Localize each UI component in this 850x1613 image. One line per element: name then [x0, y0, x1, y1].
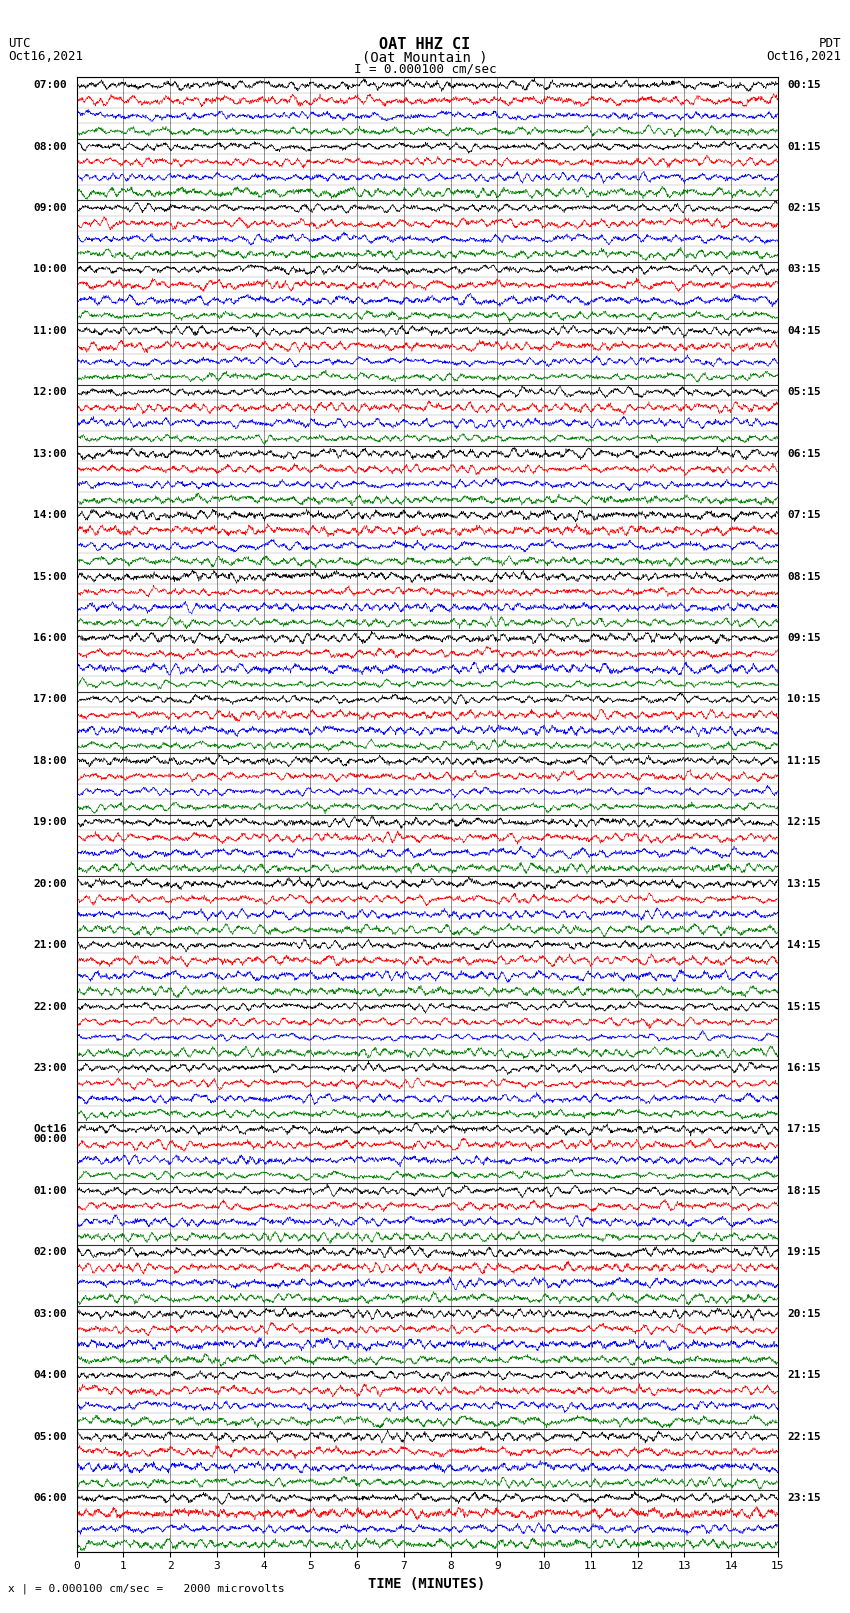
Text: 04:15: 04:15 — [787, 326, 821, 336]
Text: 20:00: 20:00 — [33, 879, 67, 889]
Text: 10:00: 10:00 — [33, 265, 67, 274]
Text: 20:15: 20:15 — [787, 1308, 821, 1319]
Text: 21:00: 21:00 — [33, 940, 67, 950]
Text: 10:15: 10:15 — [787, 694, 821, 705]
Text: 14:15: 14:15 — [787, 940, 821, 950]
Text: 18:00: 18:00 — [33, 756, 67, 766]
Text: 00:00: 00:00 — [33, 1134, 67, 1144]
Text: 06:00: 06:00 — [33, 1494, 67, 1503]
Text: 16:15: 16:15 — [787, 1063, 821, 1073]
Text: 19:00: 19:00 — [33, 818, 67, 827]
X-axis label: TIME (MINUTES): TIME (MINUTES) — [369, 1578, 485, 1590]
Text: 13:00: 13:00 — [33, 448, 67, 458]
Text: 07:00: 07:00 — [33, 81, 67, 90]
Text: Oct16: Oct16 — [33, 1124, 67, 1134]
Text: 17:00: 17:00 — [33, 694, 67, 705]
Text: 16:00: 16:00 — [33, 632, 67, 644]
Text: 05:00: 05:00 — [33, 1431, 67, 1442]
Text: Oct16,2021: Oct16,2021 — [767, 50, 842, 63]
Text: 14:00: 14:00 — [33, 510, 67, 519]
Text: 15:15: 15:15 — [787, 1002, 821, 1011]
Text: 09:00: 09:00 — [33, 203, 67, 213]
Text: 04:00: 04:00 — [33, 1369, 67, 1381]
Text: 09:15: 09:15 — [787, 632, 821, 644]
Text: Oct16,2021: Oct16,2021 — [8, 50, 83, 63]
Text: 22:15: 22:15 — [787, 1431, 821, 1442]
Text: 05:15: 05:15 — [787, 387, 821, 397]
Text: 00:15: 00:15 — [787, 81, 821, 90]
Text: 21:15: 21:15 — [787, 1369, 821, 1381]
Text: 06:15: 06:15 — [787, 448, 821, 458]
Text: 01:15: 01:15 — [787, 142, 821, 152]
Text: 11:00: 11:00 — [33, 326, 67, 336]
Text: I = 0.000100 cm/sec: I = 0.000100 cm/sec — [354, 63, 496, 76]
Text: UTC: UTC — [8, 37, 31, 50]
Text: 03:15: 03:15 — [787, 265, 821, 274]
Text: 11:15: 11:15 — [787, 756, 821, 766]
Text: 23:15: 23:15 — [787, 1494, 821, 1503]
Text: 22:00: 22:00 — [33, 1002, 67, 1011]
Text: (Oat Mountain ): (Oat Mountain ) — [362, 50, 488, 65]
Text: 02:15: 02:15 — [787, 203, 821, 213]
Text: 08:00: 08:00 — [33, 142, 67, 152]
Text: 01:00: 01:00 — [33, 1186, 67, 1195]
Text: 07:15: 07:15 — [787, 510, 821, 519]
Text: PDT: PDT — [819, 37, 842, 50]
Text: 03:00: 03:00 — [33, 1308, 67, 1319]
Text: 08:15: 08:15 — [787, 571, 821, 582]
Text: 19:15: 19:15 — [787, 1247, 821, 1257]
Text: 02:00: 02:00 — [33, 1247, 67, 1257]
Text: 12:00: 12:00 — [33, 387, 67, 397]
Text: 13:15: 13:15 — [787, 879, 821, 889]
Text: x | = 0.000100 cm/sec =   2000 microvolts: x | = 0.000100 cm/sec = 2000 microvolts — [8, 1582, 286, 1594]
Text: 12:15: 12:15 — [787, 818, 821, 827]
Text: OAT HHZ CI: OAT HHZ CI — [379, 37, 471, 52]
Text: 18:15: 18:15 — [787, 1186, 821, 1195]
Text: 15:00: 15:00 — [33, 571, 67, 582]
Text: 17:15: 17:15 — [787, 1124, 821, 1134]
Text: 23:00: 23:00 — [33, 1063, 67, 1073]
